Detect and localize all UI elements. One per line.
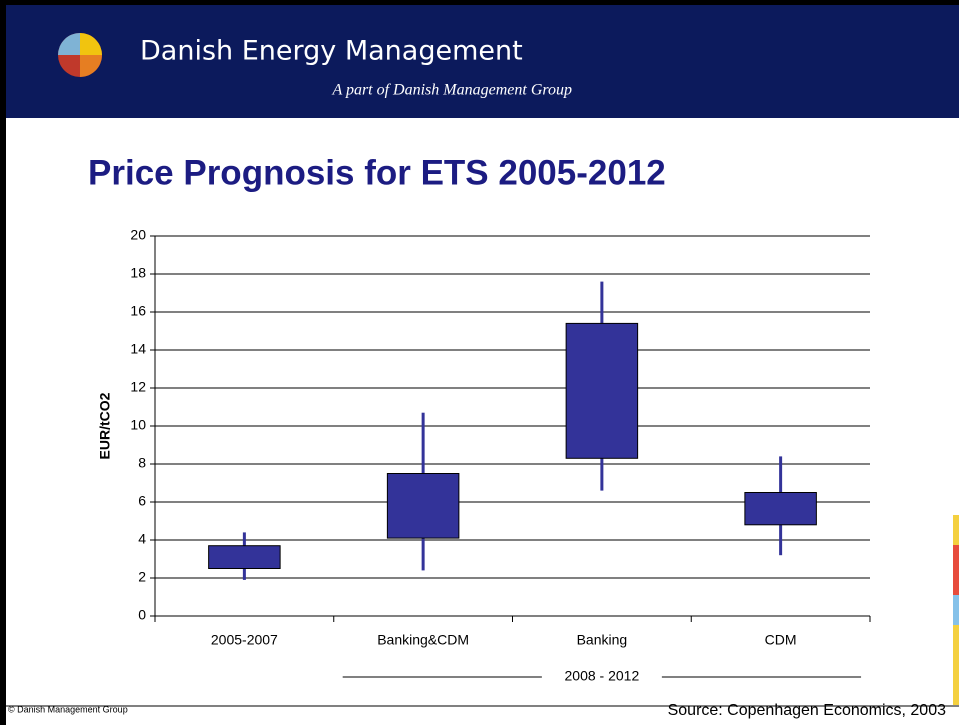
y-tick-label: 0 [138, 607, 146, 623]
y-axis-label: EUR/tCO2 [97, 392, 113, 459]
box [565, 322, 639, 459]
source: Source: Copenhagen Economics, 2003 [668, 702, 947, 719]
y-tick-label: 8 [138, 455, 146, 471]
header-subtitle: A part of Danish Management Group [331, 82, 572, 99]
side-strip [953, 595, 959, 625]
y-tick-label: 12 [130, 379, 146, 395]
y-tick-label: 18 [130, 265, 146, 281]
y-tick-label: 4 [138, 531, 146, 547]
chart-title: Price Prognosis for ETS 2005-2012 [88, 153, 666, 192]
y-tick-label: 20 [130, 227, 146, 243]
x-tick-label: Banking [577, 632, 628, 648]
header-title: Danish Energy Management [140, 36, 523, 67]
y-tick-label: 16 [130, 303, 146, 319]
header-band [0, 0, 959, 118]
x-tick-label: 2005-2007 [211, 632, 278, 648]
y-tick-label: 14 [130, 341, 146, 357]
box [208, 545, 281, 570]
logo [58, 33, 102, 77]
y-tick-label: 10 [130, 417, 146, 433]
left-border [0, 0, 6, 725]
top-border [0, 0, 959, 5]
group-label: 2008 - 2012 [565, 668, 640, 684]
x-tick-label: CDM [765, 632, 797, 648]
copyright: © Danish Management Group [8, 704, 128, 714]
box [386, 473, 460, 539]
box [744, 492, 817, 526]
x-tick-label: Banking&CDM [377, 632, 469, 648]
y-tick-label: 6 [138, 493, 146, 509]
side-strip [953, 545, 959, 595]
y-tick-label: 2 [138, 569, 146, 585]
